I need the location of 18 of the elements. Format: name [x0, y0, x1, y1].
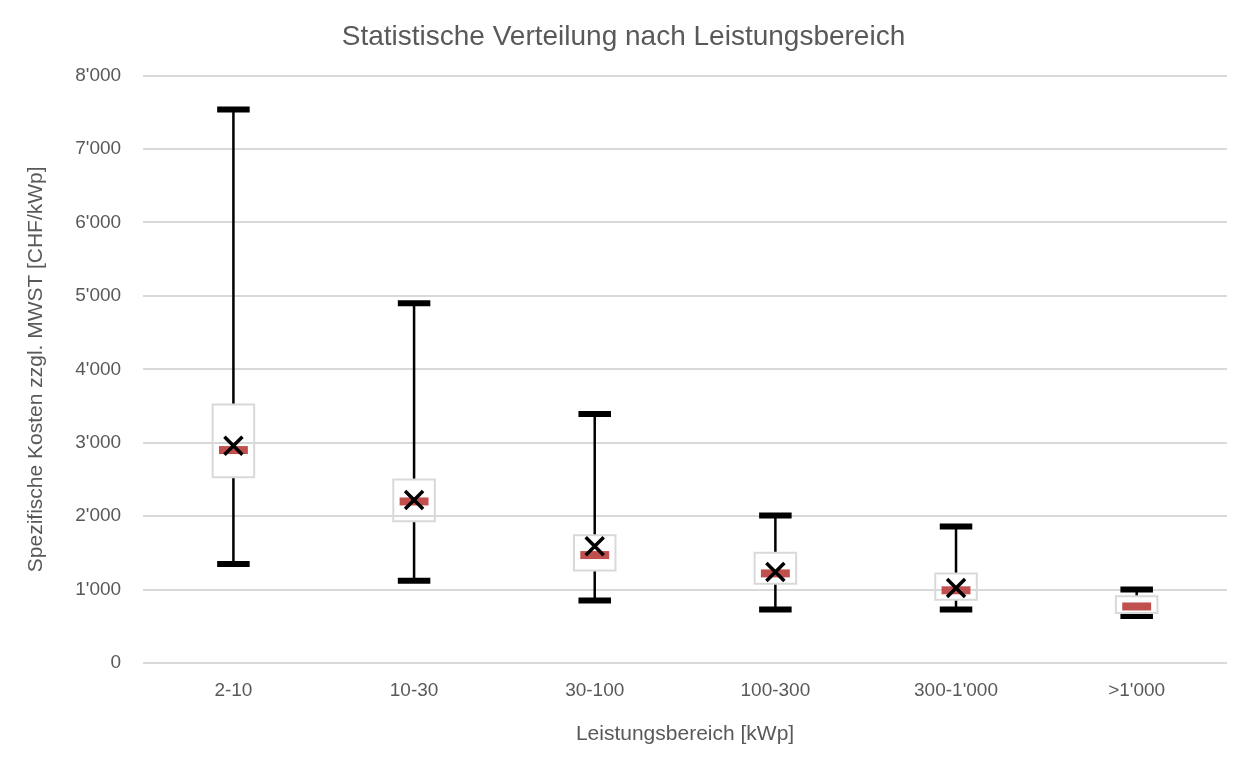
x-tick-label: 100-300 — [740, 678, 811, 700]
x-tick-label: 10-30 — [389, 678, 439, 700]
y-tick-label: 7'000 — [75, 137, 122, 159]
x-tick-label: 300-1'000 — [914, 678, 998, 700]
x-tick-label: >1'000 — [1108, 678, 1166, 700]
y-tick-label: 4'000 — [75, 357, 122, 379]
y-axis-title: Spezifische Kosten zzgl. MWST [CHF/kWp] — [23, 166, 47, 573]
x-tick-label: 30-100 — [565, 678, 625, 700]
chart-title: Statistische Verteilung nach Leistungsbereich — [341, 19, 906, 51]
y-tick-label: 2'000 — [75, 504, 122, 526]
y-tick-label: 6'000 — [75, 210, 122, 232]
y-tick-label: 8'000 — [75, 63, 122, 85]
y-tick-label: 1'000 — [75, 577, 122, 599]
x-axis-title: Leistungsbereich [kWp] — [575, 721, 795, 745]
x-tick-label: 2-10 — [214, 678, 253, 700]
y-tick-label: 5'000 — [75, 284, 122, 306]
y-tick-label: 3'000 — [75, 430, 122, 452]
y-tick-label: 0 — [110, 651, 122, 673]
